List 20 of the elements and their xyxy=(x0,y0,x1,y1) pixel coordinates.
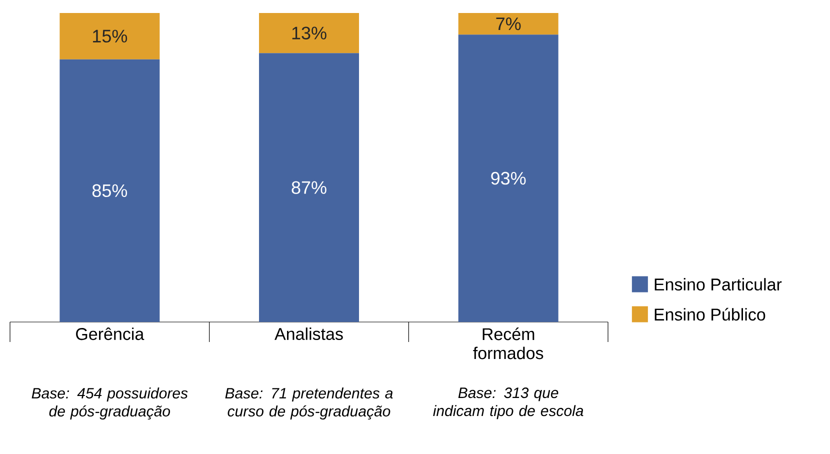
text: Base: 454 possuidores de pós-graduação xyxy=(32,388,188,420)
data-label: 13% xyxy=(292,26,326,40)
bar xyxy=(259,53,360,322)
x-tick-label: Gerência xyxy=(76,328,144,340)
x-tick-label: Analistas xyxy=(274,328,343,340)
legend-label: Ensino Particular xyxy=(654,278,782,291)
data-label: 7% xyxy=(496,18,521,30)
text: Base: 71 pretendentes a curso de pós-graduação xyxy=(225,388,393,420)
bar xyxy=(60,59,160,322)
text: Base: 313 que indicam tipo de escola xyxy=(433,388,584,420)
bar xyxy=(458,12,558,35)
data-label: 87% xyxy=(292,181,326,194)
data-label: 85% xyxy=(92,184,128,198)
x-tick-label: Recém formados xyxy=(473,328,544,360)
data-label: 15% xyxy=(93,30,128,42)
bar xyxy=(60,12,160,60)
bar xyxy=(259,12,360,54)
data-label: 93% xyxy=(491,172,526,185)
legend-label: Ensino Público xyxy=(654,308,766,321)
bar xyxy=(458,34,558,322)
